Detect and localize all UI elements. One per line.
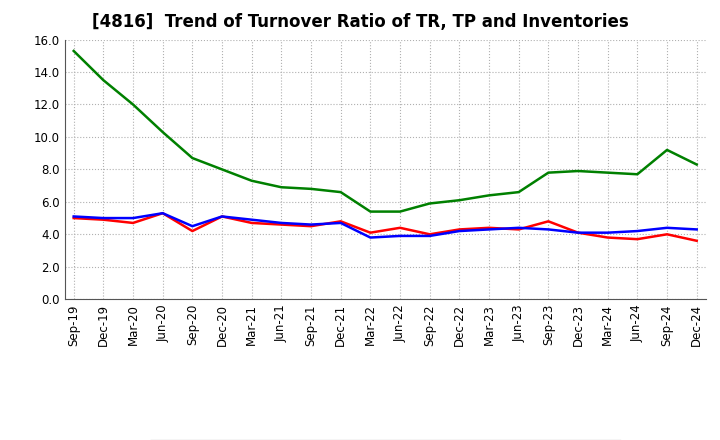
Trade Payables [514,225,523,231]
Inventories [603,170,612,175]
Trade Receivables [455,227,464,232]
Trade Receivables [336,219,345,224]
Inventories [217,167,226,172]
Inventories [396,209,405,214]
Trade Receivables [693,238,701,243]
Trade Payables [248,217,256,222]
Trade Receivables [396,225,405,231]
Trade Payables [69,214,78,219]
Trade Payables [158,211,167,216]
Trade Payables [485,227,493,232]
Text: [4816]  Trend of Turnover Ratio of TR, TP and Inventories: [4816] Trend of Turnover Ratio of TR, TP… [91,13,629,31]
Inventories [248,178,256,183]
Inventories [69,48,78,54]
Trade Payables [603,230,612,235]
Inventories [158,129,167,135]
Inventories [366,209,374,214]
Trade Receivables [248,220,256,226]
Trade Receivables [633,237,642,242]
Trade Receivables [603,235,612,240]
Inventories [633,172,642,177]
Trade Receivables [366,230,374,235]
Trade Payables [544,227,553,232]
Inventories [277,185,286,190]
Trade Payables [633,228,642,234]
Trade Receivables [129,220,138,226]
Trade Payables [426,233,434,238]
Line: Inventories: Inventories [73,51,697,212]
Trade Receivables [426,231,434,237]
Trade Payables [336,220,345,226]
Trade Receivables [217,214,226,219]
Trade Payables [277,220,286,226]
Inventories [307,186,315,191]
Trade Payables [396,233,405,238]
Trade Payables [662,225,671,231]
Trade Payables [366,235,374,240]
Line: Trade Payables: Trade Payables [73,213,697,238]
Inventories [426,201,434,206]
Trade Payables [99,216,108,221]
Trade Receivables [277,222,286,227]
Trade Payables [217,214,226,219]
Trade Receivables [307,224,315,229]
Trade Receivables [158,211,167,216]
Trade Payables [455,228,464,234]
Trade Receivables [99,217,108,222]
Trade Payables [574,230,582,235]
Trade Receivables [69,216,78,221]
Inventories [574,169,582,174]
Inventories [455,198,464,203]
Trade Receivables [544,219,553,224]
Inventories [485,193,493,198]
Inventories [544,170,553,175]
Inventories [662,147,671,153]
Inventories [99,77,108,83]
Trade Payables [307,222,315,227]
Trade Receivables [188,228,197,234]
Line: Trade Receivables: Trade Receivables [73,213,697,241]
Trade Receivables [485,225,493,231]
Trade Payables [188,224,197,229]
Inventories [129,102,138,107]
Trade Receivables [574,230,582,235]
Inventories [188,155,197,161]
Inventories [693,162,701,167]
Trade Receivables [514,227,523,232]
Inventories [514,190,523,195]
Trade Payables [129,216,138,221]
Inventories [336,190,345,195]
Trade Receivables [662,231,671,237]
Trade Payables [693,227,701,232]
